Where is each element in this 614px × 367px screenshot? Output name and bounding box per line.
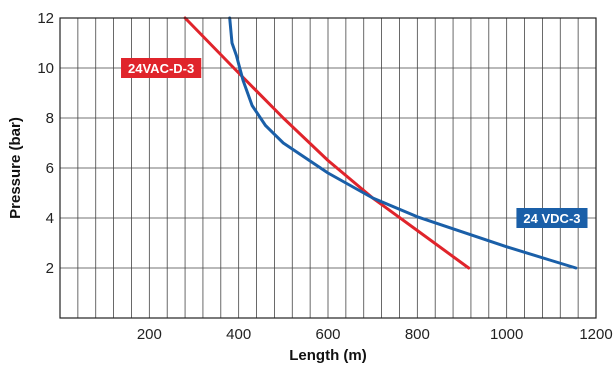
series-layer xyxy=(183,16,578,270)
x-tick-label: 200 xyxy=(137,326,162,343)
x-tick-label: 1200 xyxy=(579,326,612,343)
y-tick-label: 10 xyxy=(37,60,54,77)
y-tick-label: 4 xyxy=(46,210,54,227)
y-tick-label: 12 xyxy=(37,10,54,27)
x-tick-label: 1000 xyxy=(490,326,523,343)
y-tick-label: 8 xyxy=(46,110,54,127)
x-tick-label: 400 xyxy=(226,326,251,343)
y-axis-title: Pressure (bar) xyxy=(7,117,24,219)
y-tick-label: 6 xyxy=(46,160,54,177)
series-label-2: 24 VDC-3 xyxy=(523,211,580,226)
grid-lines xyxy=(60,18,596,318)
series-line-1 xyxy=(183,16,471,270)
x-tick-label: 800 xyxy=(405,326,430,343)
series-label-box-1 xyxy=(121,58,202,78)
series-line-2 xyxy=(228,16,578,270)
plot-frame xyxy=(59,17,597,319)
x-axis-title: Length (m) xyxy=(289,347,366,364)
series-label-1: 24VAC-D-3 xyxy=(128,61,194,76)
tick-labels: 200 400 600 800 1000 1200 2 4 6 8 10 12 xyxy=(37,10,612,343)
x-tick-label: 600 xyxy=(315,326,340,343)
y-tick-label: 2 xyxy=(46,260,54,277)
series-labels: 24VAC-D-3 24 VDC-3 xyxy=(121,58,588,228)
series-label-box-2 xyxy=(516,208,588,228)
